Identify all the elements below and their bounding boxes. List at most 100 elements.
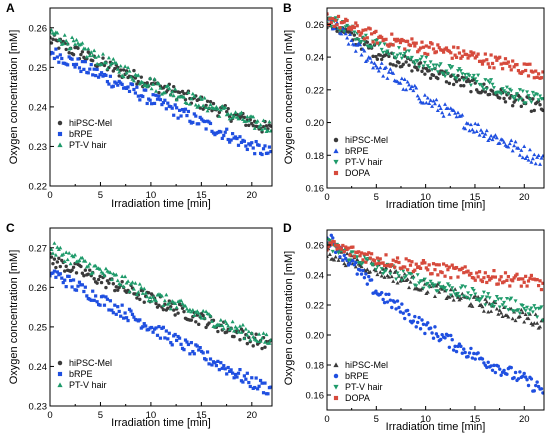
data-point bbox=[530, 310, 535, 315]
data-point bbox=[80, 283, 84, 287]
data-point bbox=[541, 391, 544, 395]
data-point bbox=[481, 309, 486, 313]
data-point bbox=[512, 309, 517, 314]
data-point bbox=[159, 293, 164, 298]
data-point bbox=[539, 76, 544, 80]
data-point bbox=[358, 261, 363, 265]
data-point bbox=[513, 318, 518, 323]
data-point bbox=[465, 52, 469, 57]
data-point bbox=[158, 86, 163, 90]
data-point bbox=[207, 321, 211, 325]
y-tick-label: 0.25 bbox=[29, 322, 48, 333]
data-point bbox=[420, 261, 424, 265]
data-point bbox=[400, 302, 404, 306]
data-point bbox=[362, 254, 367, 259]
data-point bbox=[485, 365, 489, 370]
data-point bbox=[80, 271, 85, 275]
data-point bbox=[57, 60, 61, 64]
y-tick-label: 0.24 bbox=[306, 53, 325, 64]
data-point bbox=[531, 70, 535, 74]
data-point bbox=[417, 65, 422, 70]
data-point bbox=[83, 60, 87, 64]
data-point bbox=[398, 310, 403, 314]
data-point bbox=[441, 72, 446, 76]
data-point bbox=[488, 278, 492, 282]
data-point bbox=[349, 27, 354, 31]
data-point bbox=[496, 364, 500, 368]
data-point bbox=[348, 32, 353, 36]
data-point bbox=[378, 257, 382, 261]
data-point bbox=[457, 67, 462, 71]
x-tick-label: 15 bbox=[470, 414, 481, 425]
data-point bbox=[145, 294, 150, 299]
data-point bbox=[182, 309, 186, 314]
data-point bbox=[526, 158, 531, 162]
data-point bbox=[361, 28, 365, 32]
data-point bbox=[399, 275, 404, 280]
data-point bbox=[522, 280, 526, 284]
data-point bbox=[121, 284, 126, 289]
data-point bbox=[108, 270, 113, 275]
data-point bbox=[388, 42, 392, 46]
data-point bbox=[456, 275, 460, 279]
data-point bbox=[428, 60, 433, 64]
data-point bbox=[142, 300, 146, 304]
x-tick-label: 15 bbox=[470, 192, 481, 203]
data-point bbox=[382, 42, 387, 47]
data-point bbox=[235, 375, 239, 379]
data-point bbox=[329, 21, 333, 25]
data-point bbox=[455, 291, 460, 296]
data-point bbox=[468, 122, 473, 127]
data-point bbox=[219, 130, 223, 134]
data-point bbox=[65, 41, 70, 46]
data-point bbox=[484, 299, 489, 304]
data-point bbox=[137, 282, 142, 286]
data-point bbox=[88, 268, 92, 272]
data-point bbox=[336, 14, 341, 19]
data-point bbox=[527, 147, 532, 152]
data-point bbox=[268, 128, 272, 133]
data-point bbox=[493, 370, 498, 375]
data-point bbox=[136, 73, 141, 77]
data-point bbox=[99, 280, 104, 285]
data-point bbox=[410, 37, 414, 41]
data-point bbox=[444, 69, 449, 74]
data-point bbox=[127, 89, 132, 94]
legend-entry: PT-V hair bbox=[69, 380, 107, 390]
data-point bbox=[55, 245, 60, 249]
data-point bbox=[86, 263, 91, 268]
data-point bbox=[223, 367, 227, 371]
data-point bbox=[462, 271, 466, 275]
data-point bbox=[448, 293, 453, 298]
data-point bbox=[375, 65, 380, 70]
data-point bbox=[127, 69, 132, 73]
data-point bbox=[399, 76, 404, 81]
data-point bbox=[458, 296, 463, 300]
data-point bbox=[513, 299, 518, 304]
data-point bbox=[393, 37, 397, 41]
data-point bbox=[327, 244, 331, 248]
data-point bbox=[138, 98, 142, 102]
data-point bbox=[127, 307, 132, 311]
data-point bbox=[348, 261, 352, 266]
data-point bbox=[427, 66, 432, 70]
data-point bbox=[365, 267, 370, 271]
data-point bbox=[403, 265, 407, 269]
data-point bbox=[414, 284, 419, 288]
data-point bbox=[499, 275, 503, 279]
legend-entry: hiPSC-Mel bbox=[69, 118, 112, 128]
data-point bbox=[131, 78, 136, 83]
data-point bbox=[79, 52, 83, 57]
data-point bbox=[520, 155, 525, 160]
data-point bbox=[64, 250, 69, 254]
data-point bbox=[532, 76, 536, 80]
data-point bbox=[395, 280, 400, 285]
data-point bbox=[378, 65, 383, 70]
data-point bbox=[341, 258, 345, 262]
data-point bbox=[210, 363, 214, 367]
data-point bbox=[441, 262, 446, 266]
data-point bbox=[467, 79, 472, 84]
x-axis-title: Irradiation time [min] bbox=[111, 198, 211, 210]
data-point bbox=[455, 110, 460, 115]
data-point bbox=[480, 357, 485, 361]
